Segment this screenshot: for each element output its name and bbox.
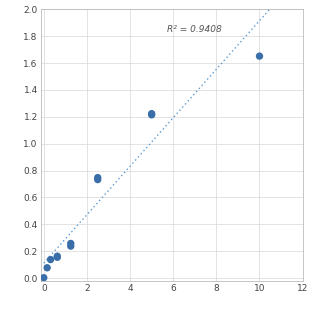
Text: R² = 0.9408: R² = 0.9408 xyxy=(167,26,222,35)
Point xyxy=(68,241,73,246)
Point xyxy=(95,175,100,180)
Point xyxy=(257,54,262,59)
Point xyxy=(41,275,46,280)
Point xyxy=(48,257,53,262)
Point xyxy=(95,177,100,182)
Point xyxy=(55,254,60,259)
Point xyxy=(149,111,154,116)
Point xyxy=(68,244,73,249)
Point xyxy=(55,255,60,260)
Point xyxy=(45,265,50,270)
Point xyxy=(149,112,154,117)
